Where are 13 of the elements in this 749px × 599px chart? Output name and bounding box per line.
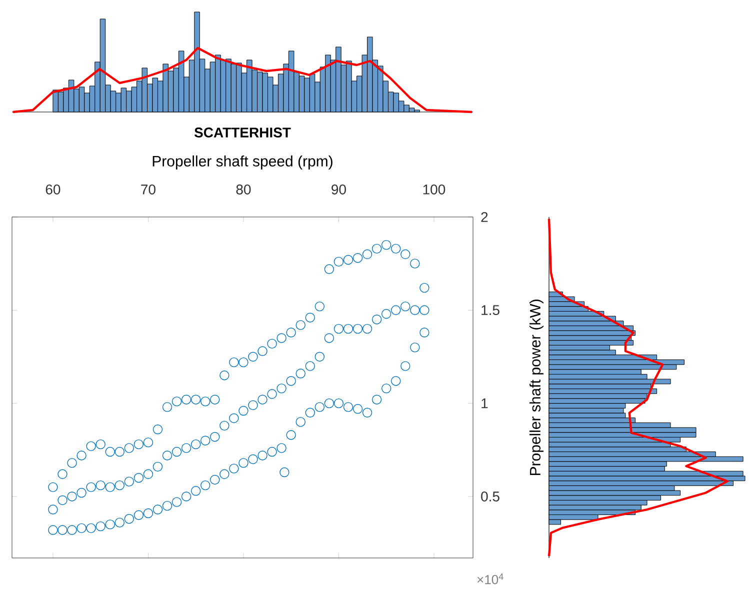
- text: ×10$^{4}$: [477, 573, 504, 584]
- x-axis-title: Propeller shaft speed (rpm): [152, 155, 332, 170]
- y-tick-label: 1: [482, 398, 488, 408]
- y-axis-title: Propeller shaft power (kW): [529, 300, 544, 476]
- x-tick-label: 60: [46, 184, 60, 194]
- y-tick-label: 1.5: [482, 305, 500, 316]
- x-tick-label: 70: [141, 184, 156, 194]
- y-tick-label: 0.5: [481, 492, 500, 502]
- y-tick-label: 2: [481, 212, 488, 222]
- x-tick-label: 100: [423, 184, 446, 194]
- x-tick-label: 90: [332, 184, 346, 194]
- chart-title: SCATTERHIST: [194, 128, 291, 138]
- x-tick-label: 80: [236, 184, 251, 194]
